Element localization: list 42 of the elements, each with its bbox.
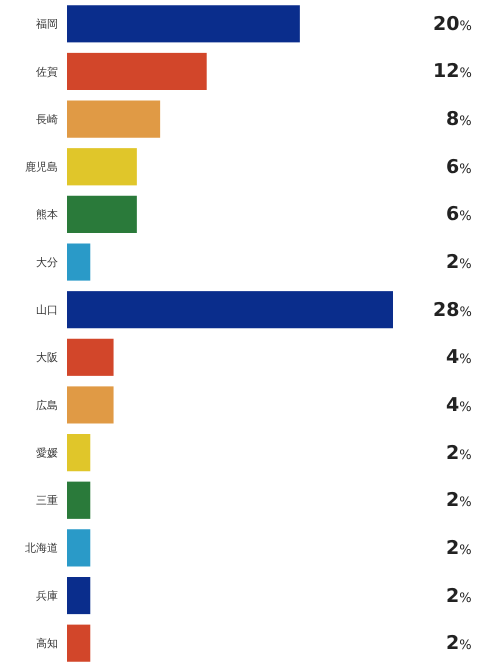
bar xyxy=(67,576,90,614)
bar xyxy=(67,482,90,519)
y-tick-label: 山口 xyxy=(36,304,58,317)
y-tick-label: 大阪 xyxy=(36,351,58,364)
y-tick-label: 愛媛 xyxy=(36,446,58,460)
bar xyxy=(67,148,137,186)
data-label: 2% xyxy=(446,489,472,511)
y-tick-label: 大分 xyxy=(36,256,58,269)
bar xyxy=(67,624,90,662)
data-label: 2% xyxy=(446,537,472,559)
data-label: 2% xyxy=(446,632,472,654)
data-label: 2% xyxy=(446,442,472,464)
data-label: 4% xyxy=(446,394,472,416)
y-tick-label: 熊本 xyxy=(36,208,58,222)
y-tick-label: 三重 xyxy=(36,494,58,508)
bar xyxy=(67,338,114,376)
bar xyxy=(67,434,90,472)
data-label: 12% xyxy=(433,60,472,82)
data-label: 8% xyxy=(446,108,472,130)
y-tick-label: 福岡 xyxy=(36,18,58,31)
data-label: 2% xyxy=(446,251,472,273)
bar xyxy=(67,529,90,566)
bar xyxy=(67,52,207,90)
y-tick-label: 広島 xyxy=(36,398,58,412)
bar xyxy=(67,196,137,233)
bar xyxy=(67,291,393,328)
bar xyxy=(67,100,160,138)
data-label: 6% xyxy=(446,156,472,178)
data-label: 4% xyxy=(446,346,472,368)
y-tick-label: 北海道 xyxy=(25,542,58,555)
data-label: 28% xyxy=(433,299,472,321)
data-label: 6% xyxy=(446,203,472,225)
data-label: 20% xyxy=(433,13,472,35)
bar xyxy=(67,5,300,42)
y-tick-label: 兵庫 xyxy=(36,589,58,602)
y-tick-label: 佐賀 xyxy=(36,65,58,78)
y-tick-label: 長崎 xyxy=(36,112,58,126)
y-tick-label: 鹿児島 xyxy=(25,160,58,174)
y-tick-label: 高知 xyxy=(36,637,58,650)
bar xyxy=(67,386,114,424)
bar xyxy=(67,243,90,281)
data-label: 2% xyxy=(446,585,472,607)
